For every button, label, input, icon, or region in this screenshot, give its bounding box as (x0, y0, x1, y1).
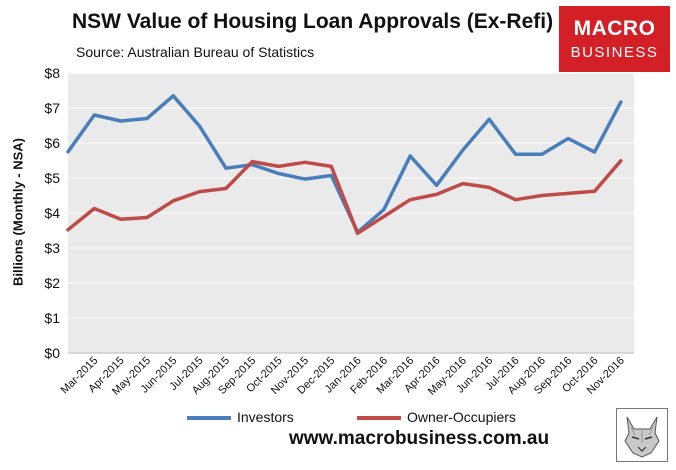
data-point (382, 208, 386, 211)
data-point (198, 124, 202, 128)
data-point (92, 206, 96, 210)
legend-swatch-investors (187, 416, 231, 420)
data-point (514, 152, 518, 156)
data-point (593, 150, 597, 154)
data-point (356, 231, 360, 235)
data-point (250, 160, 254, 164)
y-tick-label: $4 (44, 205, 60, 221)
logo-line-1: MACRO (573, 17, 656, 40)
data-point (145, 117, 149, 120)
data-point (145, 216, 149, 220)
data-point (461, 148, 465, 152)
chart-title: NSW Value of Housing Loan Approvals (Ex-… (72, 10, 554, 33)
data-point (593, 189, 597, 193)
legend-label-investors: Investors (237, 409, 294, 425)
y-tick-label: $0 (44, 345, 60, 361)
y-tick-label: $2 (44, 275, 60, 291)
data-point (119, 119, 123, 123)
data-point (619, 100, 623, 104)
data-point (92, 113, 96, 117)
legend-label-owner-occupiers: Owner-Occupiers (407, 409, 516, 425)
data-point (329, 164, 333, 168)
chart-subtitle: Source: Australian Bureau of Statistics (76, 44, 315, 60)
y-tick-label: $8 (44, 65, 60, 81)
x-axis-ticks: Mar-2015Apr-2015May-2015Jun-2015Jul-2015… (59, 355, 627, 398)
y-tick-label: $5 (44, 170, 60, 186)
data-point (435, 183, 439, 187)
data-point (435, 192, 439, 196)
y-tick-label: $3 (44, 240, 60, 256)
data-point (171, 199, 175, 203)
y-tick-label: $6 (44, 135, 60, 151)
data-point (514, 198, 518, 202)
series-lines (66, 94, 623, 236)
data-point (540, 194, 544, 197)
data-point (408, 154, 412, 158)
website-url: www.macrobusiness.com.au (289, 428, 550, 449)
data-point (277, 171, 281, 175)
series-line-owner-occupiers (66, 159, 623, 236)
data-point (382, 215, 386, 218)
data-point (224, 187, 228, 190)
legend-swatch-owner-occupiers (357, 416, 401, 420)
gridlines (68, 72, 634, 354)
data-point (303, 160, 307, 164)
data-point (329, 174, 333, 178)
line-chart: $0 $1 $2 $3 $4 $5 $6 $7 $8 Mar-2015Apr-2015May-2… (44, 65, 634, 398)
y-tick-label: $7 (44, 100, 60, 116)
data-point (171, 94, 175, 98)
y-axis-ticks: $0 $1 $2 $3 $4 $5 $6 $7 $8 (44, 65, 60, 361)
logo-line-2: BUSINESS (570, 44, 659, 61)
data-point (540, 152, 544, 156)
data-point (224, 166, 228, 170)
data-point (119, 217, 123, 221)
data-point (619, 159, 623, 163)
data-point (303, 177, 307, 181)
data-point (277, 164, 281, 168)
data-point (566, 191, 570, 195)
wolf-head-icon (616, 408, 668, 462)
data-point (408, 198, 412, 202)
y-axis-label: Billions (Monthly - NSA) (10, 137, 26, 287)
data-point (487, 185, 491, 189)
data-point (487, 117, 491, 121)
data-point (461, 182, 465, 186)
data-point (198, 190, 202, 194)
macro-business-logo: MACRO BUSINESS (559, 6, 670, 72)
data-point (566, 136, 570, 140)
y-tick-label: $1 (44, 310, 60, 326)
